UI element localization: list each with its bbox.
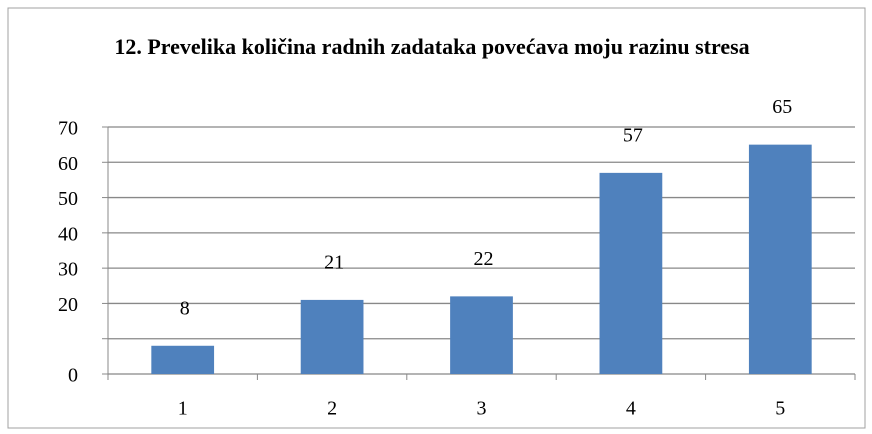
value-label: 65 (772, 96, 792, 118)
bar (599, 172, 663, 374)
value-label: 22 (474, 248, 494, 270)
x-tick-label: 5 (775, 398, 785, 420)
value-label: 8 (180, 297, 190, 319)
bar (748, 144, 812, 374)
x-tick-label: 1 (178, 398, 188, 420)
y-tick-label: 20 (58, 294, 78, 316)
y-tick-label: 40 (58, 223, 78, 245)
chart-border (7, 7, 866, 429)
x-tick-label: 3 (477, 398, 487, 420)
x-tick-label: 2 (327, 398, 337, 420)
x-tick-label: 4 (626, 398, 636, 420)
y-tick-label: 0 (68, 365, 78, 387)
bar (450, 296, 513, 374)
chart-title: 12. Prevelika količina radnih zadataka p… (114, 34, 750, 59)
y-tick-label: 50 (58, 188, 78, 210)
y-tick-label: 60 (58, 153, 78, 175)
y-tick-label: 70 (58, 118, 78, 140)
bar (300, 299, 364, 374)
value-label: 57 (623, 124, 643, 146)
value-label: 21 (324, 251, 344, 273)
y-tick-label: 30 (58, 259, 78, 281)
bar (151, 345, 215, 374)
